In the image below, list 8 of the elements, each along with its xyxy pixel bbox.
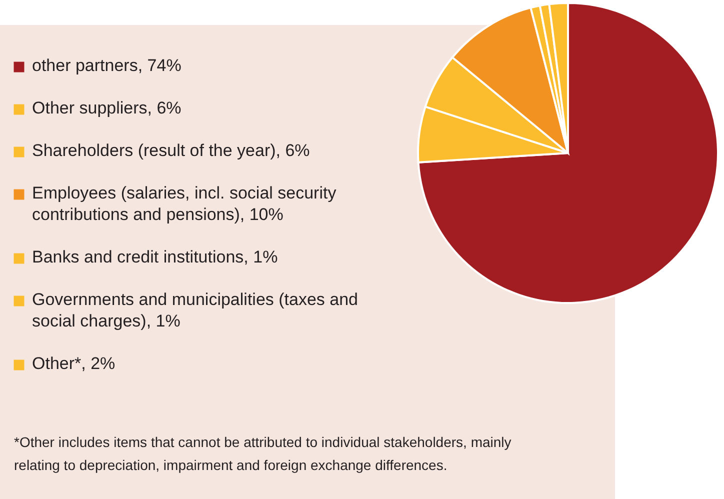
legend-label: Shareholders (result of the year), 6% — [32, 141, 310, 160]
legend-label: Governments and municipalities (taxes and social charges), 1% — [32, 290, 358, 330]
legend-label: Other*, 2% — [32, 354, 116, 373]
legend-label: Employees (salaries, incl. social security contributions and pensions), 10% — [32, 184, 337, 224]
legend-label: Other suppliers, 6% — [32, 98, 182, 118]
legend-label: other partners, 74% — [32, 56, 182, 75]
text: *Other includes items that cannot be attributed to individual stakeholders, mainly relating to depreciation, impairment and foreign exchange differences. — [14, 434, 512, 473]
legend-label: Banks and credit institutions, 1% — [32, 248, 278, 266]
